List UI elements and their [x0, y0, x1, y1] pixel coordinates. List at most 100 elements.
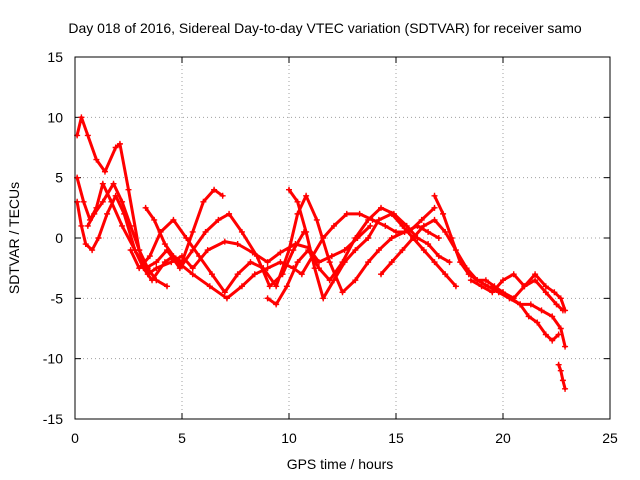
data-point	[431, 259, 438, 266]
data-point	[91, 210, 98, 217]
data-point	[146, 253, 153, 260]
data-point	[328, 253, 335, 260]
data-point	[555, 331, 562, 338]
series-sat-d	[84, 180, 171, 290]
data-point	[330, 222, 337, 229]
data-point	[170, 216, 177, 223]
data-point	[330, 277, 337, 284]
data-point	[393, 228, 399, 235]
data-point	[562, 385, 569, 392]
data-point	[375, 247, 382, 254]
data-point	[136, 247, 143, 254]
data-point	[151, 216, 158, 223]
data-point	[452, 283, 459, 290]
y-tick-label: -5	[51, 290, 64, 306]
series-line	[490, 278, 565, 312]
data-point	[161, 259, 168, 266]
data-point	[189, 265, 196, 272]
data-point	[266, 283, 273, 290]
data-point	[399, 247, 406, 254]
y-tick-label: -15	[43, 411, 63, 427]
data-point	[559, 307, 566, 314]
x-tick-label: 20	[495, 430, 511, 446]
series-line	[86, 182, 169, 288]
grid	[75, 57, 610, 419]
data-point	[286, 186, 292, 193]
data-point	[200, 198, 207, 205]
data-point	[144, 265, 151, 272]
series-line	[129, 194, 441, 294]
series-sat-e	[127, 192, 442, 296]
data-point	[286, 247, 292, 254]
x-tick-label: 25	[602, 430, 618, 446]
x-tick-label: 15	[388, 430, 404, 446]
data-point	[510, 271, 517, 278]
data-point	[352, 235, 359, 241]
data-point	[206, 283, 213, 290]
data-point	[112, 144, 119, 151]
data-point	[164, 283, 171, 290]
data-point	[223, 295, 230, 302]
data-point	[264, 295, 271, 302]
data-point	[234, 271, 241, 278]
data-point	[189, 271, 196, 278]
data-point	[294, 259, 301, 266]
data-point	[215, 216, 222, 223]
data-point	[352, 277, 359, 284]
data-point	[298, 271, 305, 278]
data-point	[273, 283, 280, 290]
series-sat-a	[74, 114, 374, 278]
data-point	[521, 283, 528, 290]
series-line	[433, 194, 561, 343]
data-point	[119, 222, 126, 229]
data-point	[136, 265, 143, 272]
data-point	[420, 222, 427, 229]
data-point	[489, 289, 496, 296]
data-point	[557, 325, 564, 332]
data-point	[99, 198, 106, 205]
data-point	[382, 222, 389, 229]
data-point	[93, 156, 100, 163]
data-point	[326, 259, 333, 266]
data-point	[378, 271, 385, 278]
data-point	[446, 259, 453, 266]
data-point	[465, 271, 472, 278]
data-point	[399, 222, 406, 229]
data-point	[234, 241, 241, 248]
data-point	[104, 210, 111, 217]
y-tick-label: 0	[55, 230, 63, 246]
data-point	[341, 259, 348, 266]
data-point	[435, 235, 442, 241]
data-point	[161, 241, 168, 248]
data-point	[482, 277, 489, 284]
data-point	[532, 271, 539, 278]
data-point	[457, 259, 464, 266]
data-point	[478, 283, 485, 290]
data-point	[500, 277, 506, 284]
data-point	[410, 235, 417, 241]
data-point	[183, 235, 190, 241]
data-point	[500, 289, 506, 296]
data-point	[557, 367, 564, 374]
data-point	[527, 301, 534, 308]
data-point	[534, 319, 541, 326]
data-point	[559, 377, 566, 384]
data-point	[95, 235, 102, 241]
data-point	[251, 271, 258, 278]
y-tick-label: -10	[43, 351, 63, 367]
data-point	[542, 283, 549, 290]
data-point	[339, 289, 346, 296]
data-point	[125, 186, 132, 193]
data-point	[174, 259, 181, 266]
data-point	[153, 277, 160, 284]
x-axis-ticks: 0 5 10 15 20 25	[71, 57, 618, 446]
series-sat-f	[142, 204, 438, 302]
data-point	[78, 114, 85, 121]
data-point	[99, 180, 106, 187]
data-point	[525, 313, 532, 320]
data-point	[388, 210, 395, 217]
data-point	[341, 247, 348, 254]
data-point	[365, 259, 372, 266]
data-point	[176, 265, 183, 272]
